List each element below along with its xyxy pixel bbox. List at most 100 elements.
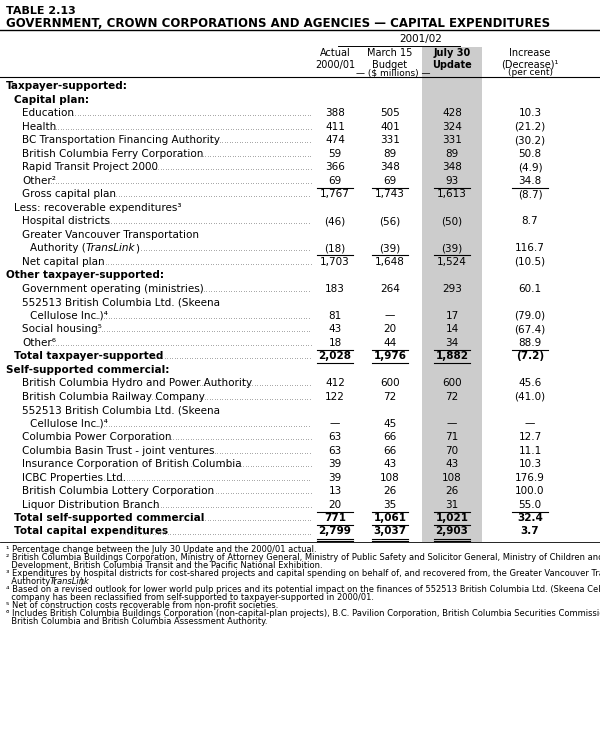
Text: 116.7: 116.7: [515, 243, 545, 253]
Text: 44: 44: [383, 338, 397, 348]
Text: Increase
(Decrease)¹: Increase (Decrease)¹: [502, 48, 559, 69]
Text: Other²: Other²: [22, 175, 56, 186]
Text: (41.0): (41.0): [514, 391, 545, 402]
Text: Development, British Columbia Transit and the Pacific National Exhibition.: Development, British Columbia Transit an…: [6, 561, 323, 570]
Text: (10.5): (10.5): [514, 256, 545, 267]
Text: 14: 14: [445, 324, 458, 334]
Text: (30.2): (30.2): [514, 135, 545, 145]
Text: 1,648: 1,648: [375, 256, 405, 267]
Text: 20: 20: [383, 324, 397, 334]
Text: 3,037: 3,037: [373, 526, 407, 537]
Text: TransLink: TransLink: [50, 577, 89, 586]
Text: July 30
Update: July 30 Update: [432, 48, 472, 69]
Text: 771: 771: [324, 513, 346, 523]
Text: 293: 293: [442, 284, 462, 293]
Text: (per cent): (per cent): [508, 68, 553, 77]
Text: 26: 26: [383, 486, 397, 496]
Text: 45.6: 45.6: [518, 378, 542, 388]
Text: TransLink: TransLink: [86, 243, 135, 253]
Text: ³ Expenditures by hospital districts for cost-shared projects and capital spendi: ³ Expenditures by hospital districts for…: [6, 569, 600, 578]
Text: 17: 17: [445, 310, 458, 321]
Text: Government operating (ministries): Government operating (ministries): [22, 284, 204, 293]
Text: Less: recoverable expenditures³: Less: recoverable expenditures³: [14, 203, 182, 212]
Text: ¹ Percentage change between the July 30 Update and the 2000/01 actual.: ¹ Percentage change between the July 30 …: [6, 545, 317, 554]
Text: 552513 British Columbia Ltd. (Skeena: 552513 British Columbia Ltd. (Skeena: [22, 297, 220, 307]
Text: 411: 411: [325, 122, 345, 131]
Text: 71: 71: [445, 432, 458, 442]
Text: 66: 66: [383, 445, 397, 455]
Text: 331: 331: [380, 135, 400, 145]
Text: 50.8: 50.8: [518, 148, 542, 158]
Text: (39): (39): [379, 243, 401, 253]
Text: 1,767: 1,767: [320, 189, 350, 199]
Text: British Columbia Hydro and Power Authority: British Columbia Hydro and Power Authori…: [22, 378, 252, 388]
Text: Capital plan:: Capital plan:: [14, 94, 89, 105]
Text: 26: 26: [445, 486, 458, 496]
Text: 63: 63: [328, 432, 341, 442]
Text: 69: 69: [328, 175, 341, 186]
Text: 34: 34: [445, 338, 458, 348]
Text: 2,028: 2,028: [319, 351, 352, 361]
Text: BC Transportation Financing Authority: BC Transportation Financing Authority: [22, 135, 220, 145]
Text: 122: 122: [325, 391, 345, 402]
Text: Rapid Transit Project 2000: Rapid Transit Project 2000: [22, 162, 158, 172]
Text: Actual
2000/01: Actual 2000/01: [315, 48, 355, 69]
Text: ⁶ Includes British Columbia Buildings Corporation (non-capital-plan projects), B: ⁶ Includes British Columbia Buildings Co…: [6, 609, 600, 618]
Text: Self-supported commercial:: Self-supported commercial:: [6, 365, 169, 374]
Text: 505: 505: [380, 108, 400, 118]
Text: 11.1: 11.1: [518, 445, 542, 455]
Text: Other taxpayer-supported:: Other taxpayer-supported:: [6, 270, 164, 280]
Text: 12.7: 12.7: [518, 432, 542, 442]
Text: 348: 348: [442, 162, 462, 172]
Text: 13: 13: [328, 486, 341, 496]
Text: 32.4: 32.4: [517, 513, 543, 523]
Text: Other⁶: Other⁶: [22, 338, 56, 348]
Text: 55.0: 55.0: [518, 500, 542, 509]
Text: 43: 43: [445, 459, 458, 469]
Text: 1,524: 1,524: [437, 256, 467, 267]
Text: GOVERNMENT, CROWN CORPORATIONS AND AGENCIES — CAPITAL EXPENDITURES: GOVERNMENT, CROWN CORPORATIONS AND AGENC…: [6, 17, 550, 30]
Text: British Columbia Lottery Corporation: British Columbia Lottery Corporation: [22, 486, 214, 496]
Text: 100.0: 100.0: [515, 486, 545, 496]
Text: 39: 39: [328, 472, 341, 483]
Text: March 15
Budget: March 15 Budget: [367, 48, 413, 69]
Text: (7.2): (7.2): [516, 351, 544, 361]
Text: Health: Health: [22, 122, 56, 131]
Text: Columbia Basin Trust - joint ventures: Columbia Basin Trust - joint ventures: [22, 445, 215, 455]
Text: — ($ millions) —: — ($ millions) —: [356, 68, 431, 77]
Text: —: —: [330, 419, 340, 428]
Text: Total taxpayer-supported: Total taxpayer-supported: [14, 351, 163, 361]
Text: Authority (: Authority (: [30, 243, 86, 253]
Text: 72: 72: [445, 391, 458, 402]
Text: Social housing⁵: Social housing⁵: [22, 324, 102, 334]
Text: 331: 331: [442, 135, 462, 145]
Text: 1,703: 1,703: [320, 256, 350, 267]
Text: 66: 66: [383, 432, 397, 442]
Text: 1,021: 1,021: [436, 513, 469, 523]
Text: 70: 70: [445, 445, 458, 455]
Text: 264: 264: [380, 284, 400, 293]
Text: Columbia Power Corporation: Columbia Power Corporation: [22, 432, 172, 442]
Text: ).: ).: [80, 577, 86, 586]
Text: British Columbia and British Columbia Assessment Authority.: British Columbia and British Columbia As…: [6, 617, 268, 626]
Text: 2,903: 2,903: [436, 526, 469, 537]
Text: 35: 35: [383, 500, 397, 509]
Text: (50): (50): [442, 216, 463, 226]
Text: 401: 401: [380, 122, 400, 131]
Text: company has been reclassified from self-supported to taxpayer-supported in 2000/: company has been reclassified from self-…: [6, 593, 374, 602]
Text: ): ): [135, 243, 139, 253]
Text: Total capital expenditures: Total capital expenditures: [14, 526, 168, 537]
Text: 388: 388: [325, 108, 345, 118]
Text: 108: 108: [442, 472, 462, 483]
Text: Greater Vancouver Transportation: Greater Vancouver Transportation: [22, 229, 199, 240]
Text: Net capital plan: Net capital plan: [22, 256, 104, 267]
Text: 34.8: 34.8: [518, 175, 542, 186]
Text: 108: 108: [380, 472, 400, 483]
Text: (46): (46): [325, 216, 346, 226]
Text: 81: 81: [328, 310, 341, 321]
Text: —: —: [525, 419, 535, 428]
Text: 176.9: 176.9: [515, 472, 545, 483]
Text: 43: 43: [328, 324, 341, 334]
Text: 45: 45: [383, 419, 397, 428]
Text: 59: 59: [328, 148, 341, 158]
